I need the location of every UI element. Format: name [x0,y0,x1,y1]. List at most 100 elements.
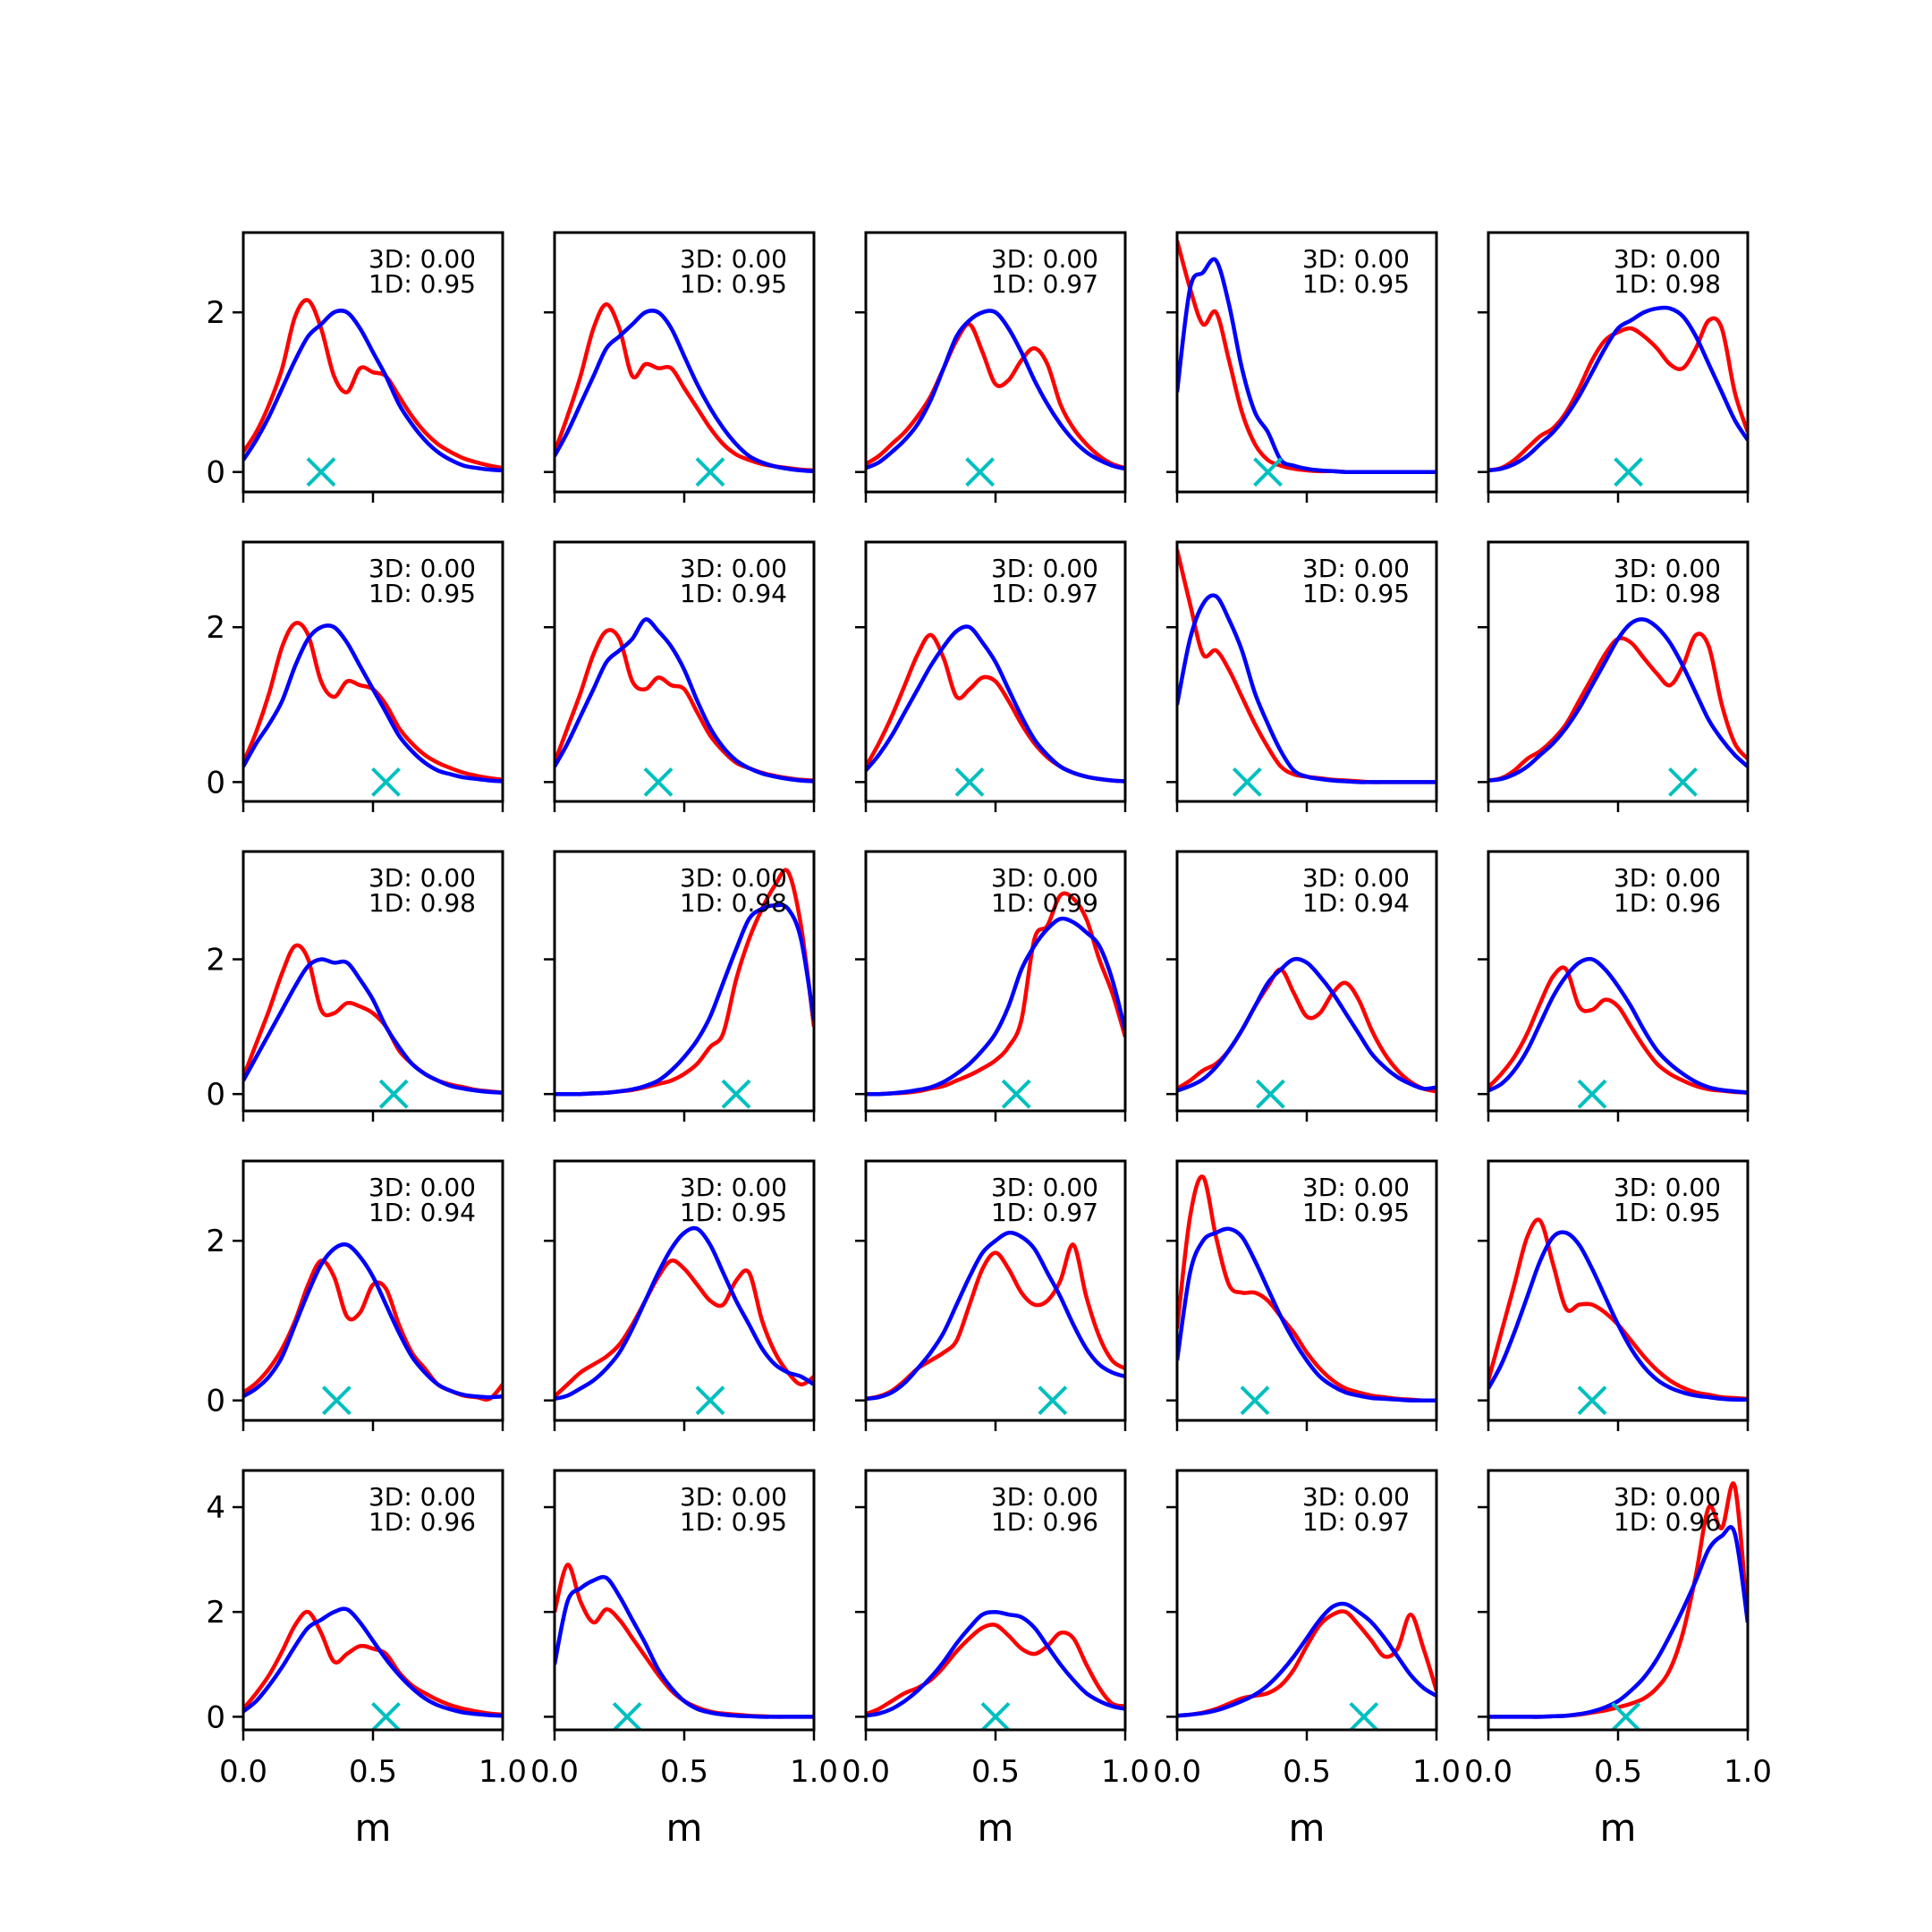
red-curve [555,1258,814,1398]
marker-x [1001,1079,1031,1109]
y-tick-label: 4 [206,1490,225,1526]
panel-annotation: 3D: 0.00 [369,1173,476,1202]
x-tick-label: 1.0 [479,1754,527,1790]
blue-curve [243,309,503,473]
blue-curve [243,957,503,1095]
x-tick-label: 0.5 [1594,1754,1642,1790]
x-axis-label: m [666,1806,703,1850]
panel-annotation: 3D: 0.00 [680,554,787,583]
marker-x [1232,767,1262,797]
panel-annotation: 3D: 0.00 [1614,1482,1721,1512]
red-curve [866,322,1125,470]
y-tick-label: 2 [206,610,225,646]
panel-annotation: 1D: 0.96 [1614,1507,1721,1537]
panel-annotation: 1D: 0.95 [1302,1198,1410,1227]
panel-annotation: 1D: 0.96 [1614,888,1721,918]
y-tick-label: 0 [206,1077,225,1113]
y-tick-label: 0 [206,1699,225,1735]
panel-annotation: 3D: 0.00 [1614,244,1721,274]
blue-curve [1488,1230,1748,1402]
panel-annotation: 3D: 0.00 [369,1482,476,1512]
blue-curve [1177,956,1436,1093]
red-curve [866,1623,1125,1716]
red-curve [1177,1609,1436,1718]
panel-annotation: 1D: 0.94 [680,579,787,608]
panel-annotation: 3D: 0.00 [991,1173,1098,1202]
panel-annotation: 3D: 0.00 [1302,1173,1410,1202]
x-tick-label: 0.0 [1464,1754,1513,1790]
blue-curve [866,624,1125,784]
panel-annotation: 3D: 0.00 [369,554,476,583]
panel-annotation: 3D: 0.00 [369,863,476,893]
red-curve [866,632,1125,784]
x-tick-label: 0.0 [530,1754,579,1790]
marker-x [721,1079,751,1109]
x-tick-label: 0.5 [660,1754,708,1790]
blue-curve [555,617,814,784]
blue-curve [866,916,1125,1097]
x-tick-label: 1.0 [790,1754,838,1790]
x-axis-label: m [1600,1806,1637,1850]
marker-x [1577,1385,1607,1416]
x-tick-label: 0.5 [1283,1754,1331,1790]
blue-curve [1488,305,1748,473]
panel-annotation: 3D: 0.00 [1302,554,1410,583]
marker-x [643,767,674,797]
blue-curve [1177,1601,1436,1718]
marker-x [1349,1701,1379,1732]
panel-annotation: 1D: 0.98 [680,888,787,918]
blue-curve [866,1230,1125,1402]
panel-annotation: 1D: 0.97 [991,269,1098,299]
x-axis-label: m [1289,1806,1326,1850]
red-curve [866,891,1125,1097]
panel-annotation: 3D: 0.00 [1614,863,1721,893]
panel-annotation: 1D: 0.95 [680,269,787,299]
panel-annotation: 3D: 0.00 [680,1173,787,1202]
y-tick-label: 0 [206,765,225,801]
marker-x [306,457,336,487]
blue-curve [555,902,814,1097]
red-curve [1488,631,1748,783]
panel-annotation: 3D: 0.00 [1614,1173,1721,1202]
marker-x [1611,1701,1641,1732]
x-tick-label: 1.0 [1412,1754,1461,1790]
x-tick-label: 0.0 [219,1754,267,1790]
marker-x [612,1701,642,1732]
blue-curve [555,309,814,474]
marker-x [321,1385,352,1416]
panel-annotation: 1D: 0.95 [1302,269,1410,299]
panel-annotation: 1D: 0.96 [991,1507,1098,1537]
red-curve [555,1563,814,1719]
marker-x [1668,767,1698,797]
marker-x [980,1701,1011,1732]
red-curve [1488,316,1748,473]
panel-annotation: 1D: 0.94 [369,1198,476,1227]
panel-annotation: 1D: 0.95 [1614,1198,1721,1227]
blue-curve [1488,956,1748,1095]
blue-curve [866,1609,1125,1718]
x-tick-label: 0.0 [1153,1754,1201,1790]
panel-annotation: 1D: 0.94 [1302,888,1410,918]
red-curve [243,943,503,1095]
blue-curve [243,1606,503,1718]
panel-annotation: 3D: 0.00 [680,1482,787,1512]
blue-curve [1488,617,1748,783]
panel-annotation: 3D: 0.00 [991,863,1098,893]
panel-annotation: 1D: 0.98 [1614,579,1721,608]
marker-x [1255,1079,1285,1109]
red-curve [555,628,814,783]
panel-annotation: 3D: 0.00 [991,244,1098,274]
panel-annotation: 3D: 0.00 [991,1482,1098,1512]
